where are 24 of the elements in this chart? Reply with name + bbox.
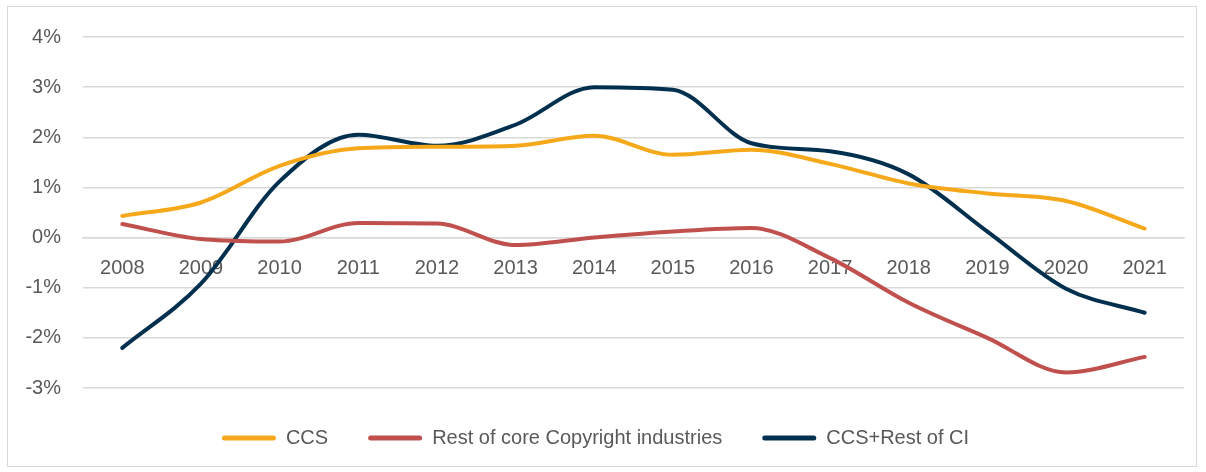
x-tick-label: 2018 bbox=[886, 256, 931, 279]
x-tick-label: 2020 bbox=[1043, 256, 1089, 279]
x-tick-label: 2019 bbox=[965, 256, 1010, 279]
y-tick-label: 3% bbox=[32, 74, 62, 97]
x-tick-label: 2012 bbox=[414, 256, 460, 279]
x-tick-label: 2008 bbox=[100, 256, 145, 279]
line-series bbox=[120, 133, 1147, 231]
legend-label: CCS+Rest of CI bbox=[826, 425, 970, 448]
x-tick-label: 2014 bbox=[571, 256, 617, 279]
y-tick-label: 4% bbox=[32, 24, 62, 47]
y-tick-label: -2% bbox=[25, 325, 62, 348]
legend-label: CCS bbox=[285, 425, 329, 448]
x-tick-label: 2011 bbox=[336, 256, 380, 279]
x-tick-label: 2016 bbox=[729, 256, 774, 279]
x-tick-label: 2010 bbox=[257, 256, 302, 279]
x-tick-label: 2021 bbox=[1122, 256, 1167, 279]
x-tick-label: 2015 bbox=[650, 256, 696, 279]
x-tick-label: 2013 bbox=[493, 256, 538, 279]
y-tick-label: 2% bbox=[32, 124, 62, 147]
legend-label: Rest of core Copyright industries bbox=[432, 425, 723, 448]
y-tick-label: -3% bbox=[25, 375, 62, 398]
y-tick-label: 0% bbox=[32, 225, 62, 248]
y-tick-label: -1% bbox=[25, 275, 62, 298]
y-tick-label: 1% bbox=[32, 174, 62, 197]
